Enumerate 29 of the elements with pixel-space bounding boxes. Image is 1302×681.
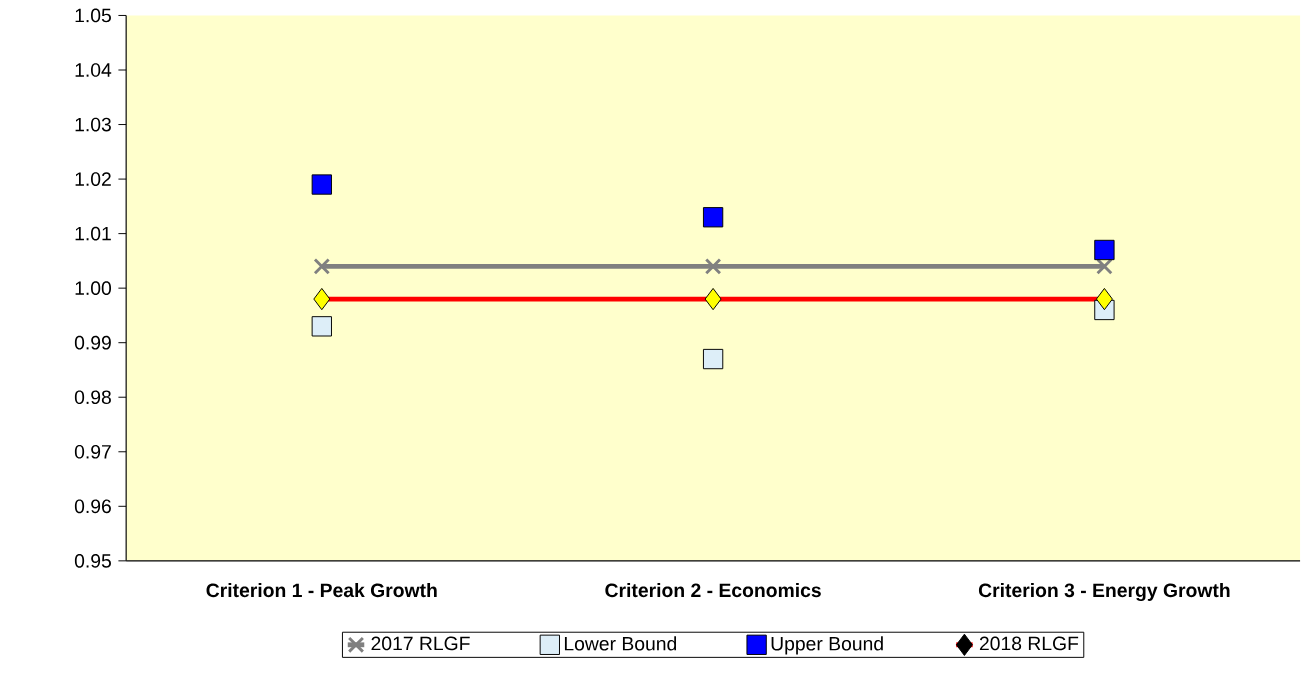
point xyxy=(702,207,724,228)
y-tick-label: 1.04 xyxy=(75,63,112,77)
point xyxy=(313,288,331,311)
y-tick-label: 1.01 xyxy=(75,226,111,241)
y-tick-label: 1.03 xyxy=(75,117,111,132)
point xyxy=(704,288,722,311)
y-tick-label: 0.98 xyxy=(74,390,111,405)
y-tick-label: 1.02 xyxy=(75,172,111,187)
legend-label: 2017 RLGF xyxy=(371,636,470,651)
x-tick-label: Criterion 2 - Economics xyxy=(605,583,821,598)
point xyxy=(1094,239,1115,261)
y-tick-label: 0.99 xyxy=(74,335,111,350)
point xyxy=(1096,258,1113,275)
legend-label: Lower Bound xyxy=(564,636,677,651)
legend-label: 2018 RLGF xyxy=(979,636,1079,651)
y-tick-label: 0.95 xyxy=(74,554,111,568)
point xyxy=(313,258,331,275)
point xyxy=(702,349,724,370)
y-tick-label: 1.00 xyxy=(75,281,112,296)
point xyxy=(1095,288,1113,311)
x-tick-label: Criterion 3 - Energy Growth xyxy=(978,583,1230,602)
legend-label: Upper Bound xyxy=(771,636,883,655)
y-tick-label: 0.97 xyxy=(74,445,111,459)
point xyxy=(311,316,332,337)
y-tick-label: 1.05 xyxy=(75,8,111,23)
y-tick-label: 0.96 xyxy=(74,499,111,514)
x-tick-label: Criterion 1 - Peak Growth xyxy=(206,583,437,598)
point xyxy=(704,258,722,275)
point xyxy=(311,174,332,195)
